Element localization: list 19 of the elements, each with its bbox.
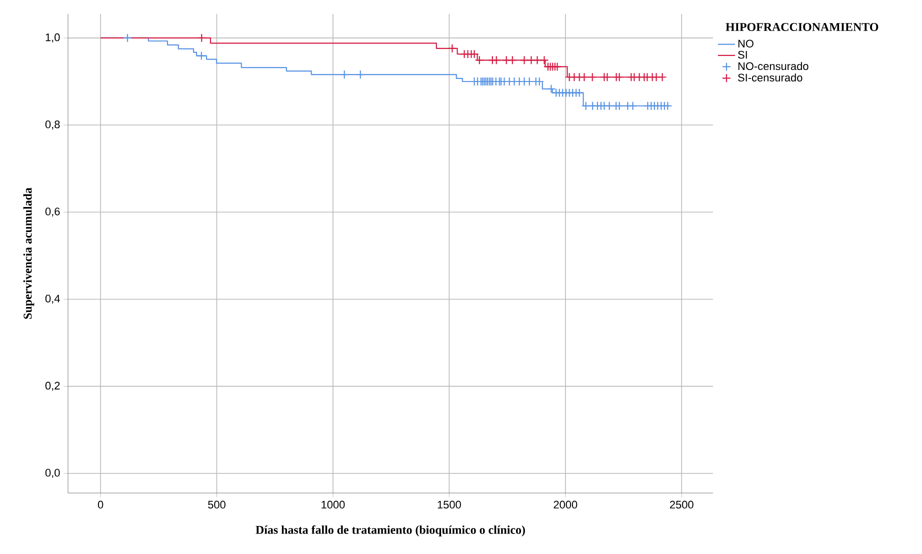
x-tick-label: 1500 bbox=[438, 500, 461, 509]
legend-label: NO bbox=[738, 40, 754, 48]
y-tick-label: 0,6 bbox=[45, 208, 60, 217]
legend-title: HIPOFRACCIONAMIENTO bbox=[726, 22, 878, 31]
x-tick-label: 1000 bbox=[322, 500, 345, 509]
x-tick-label: 2500 bbox=[670, 500, 694, 509]
legend-label: SI-censurado bbox=[738, 73, 802, 82]
legend-label: NO-censurado bbox=[738, 62, 808, 70]
x-axis-title: Días hasta fallo de tratamiento (bioquímico o clínico) bbox=[256, 525, 525, 536]
y-axis-title: Supervivencia acumulada bbox=[23, 188, 34, 319]
y-tick-label: 0,4 bbox=[45, 294, 60, 304]
x-tick-label: 2000 bbox=[554, 500, 578, 509]
x-tick-label: 0 bbox=[98, 500, 104, 509]
legend-label: SI bbox=[738, 50, 747, 59]
x-tick-label: 500 bbox=[208, 500, 226, 509]
y-tick-label: 0,8 bbox=[45, 120, 60, 130]
y-tick-label: 0,2 bbox=[45, 382, 60, 391]
y-tick-label: 1,0 bbox=[46, 33, 60, 42]
y-tick-label: 0,0 bbox=[45, 468, 60, 478]
